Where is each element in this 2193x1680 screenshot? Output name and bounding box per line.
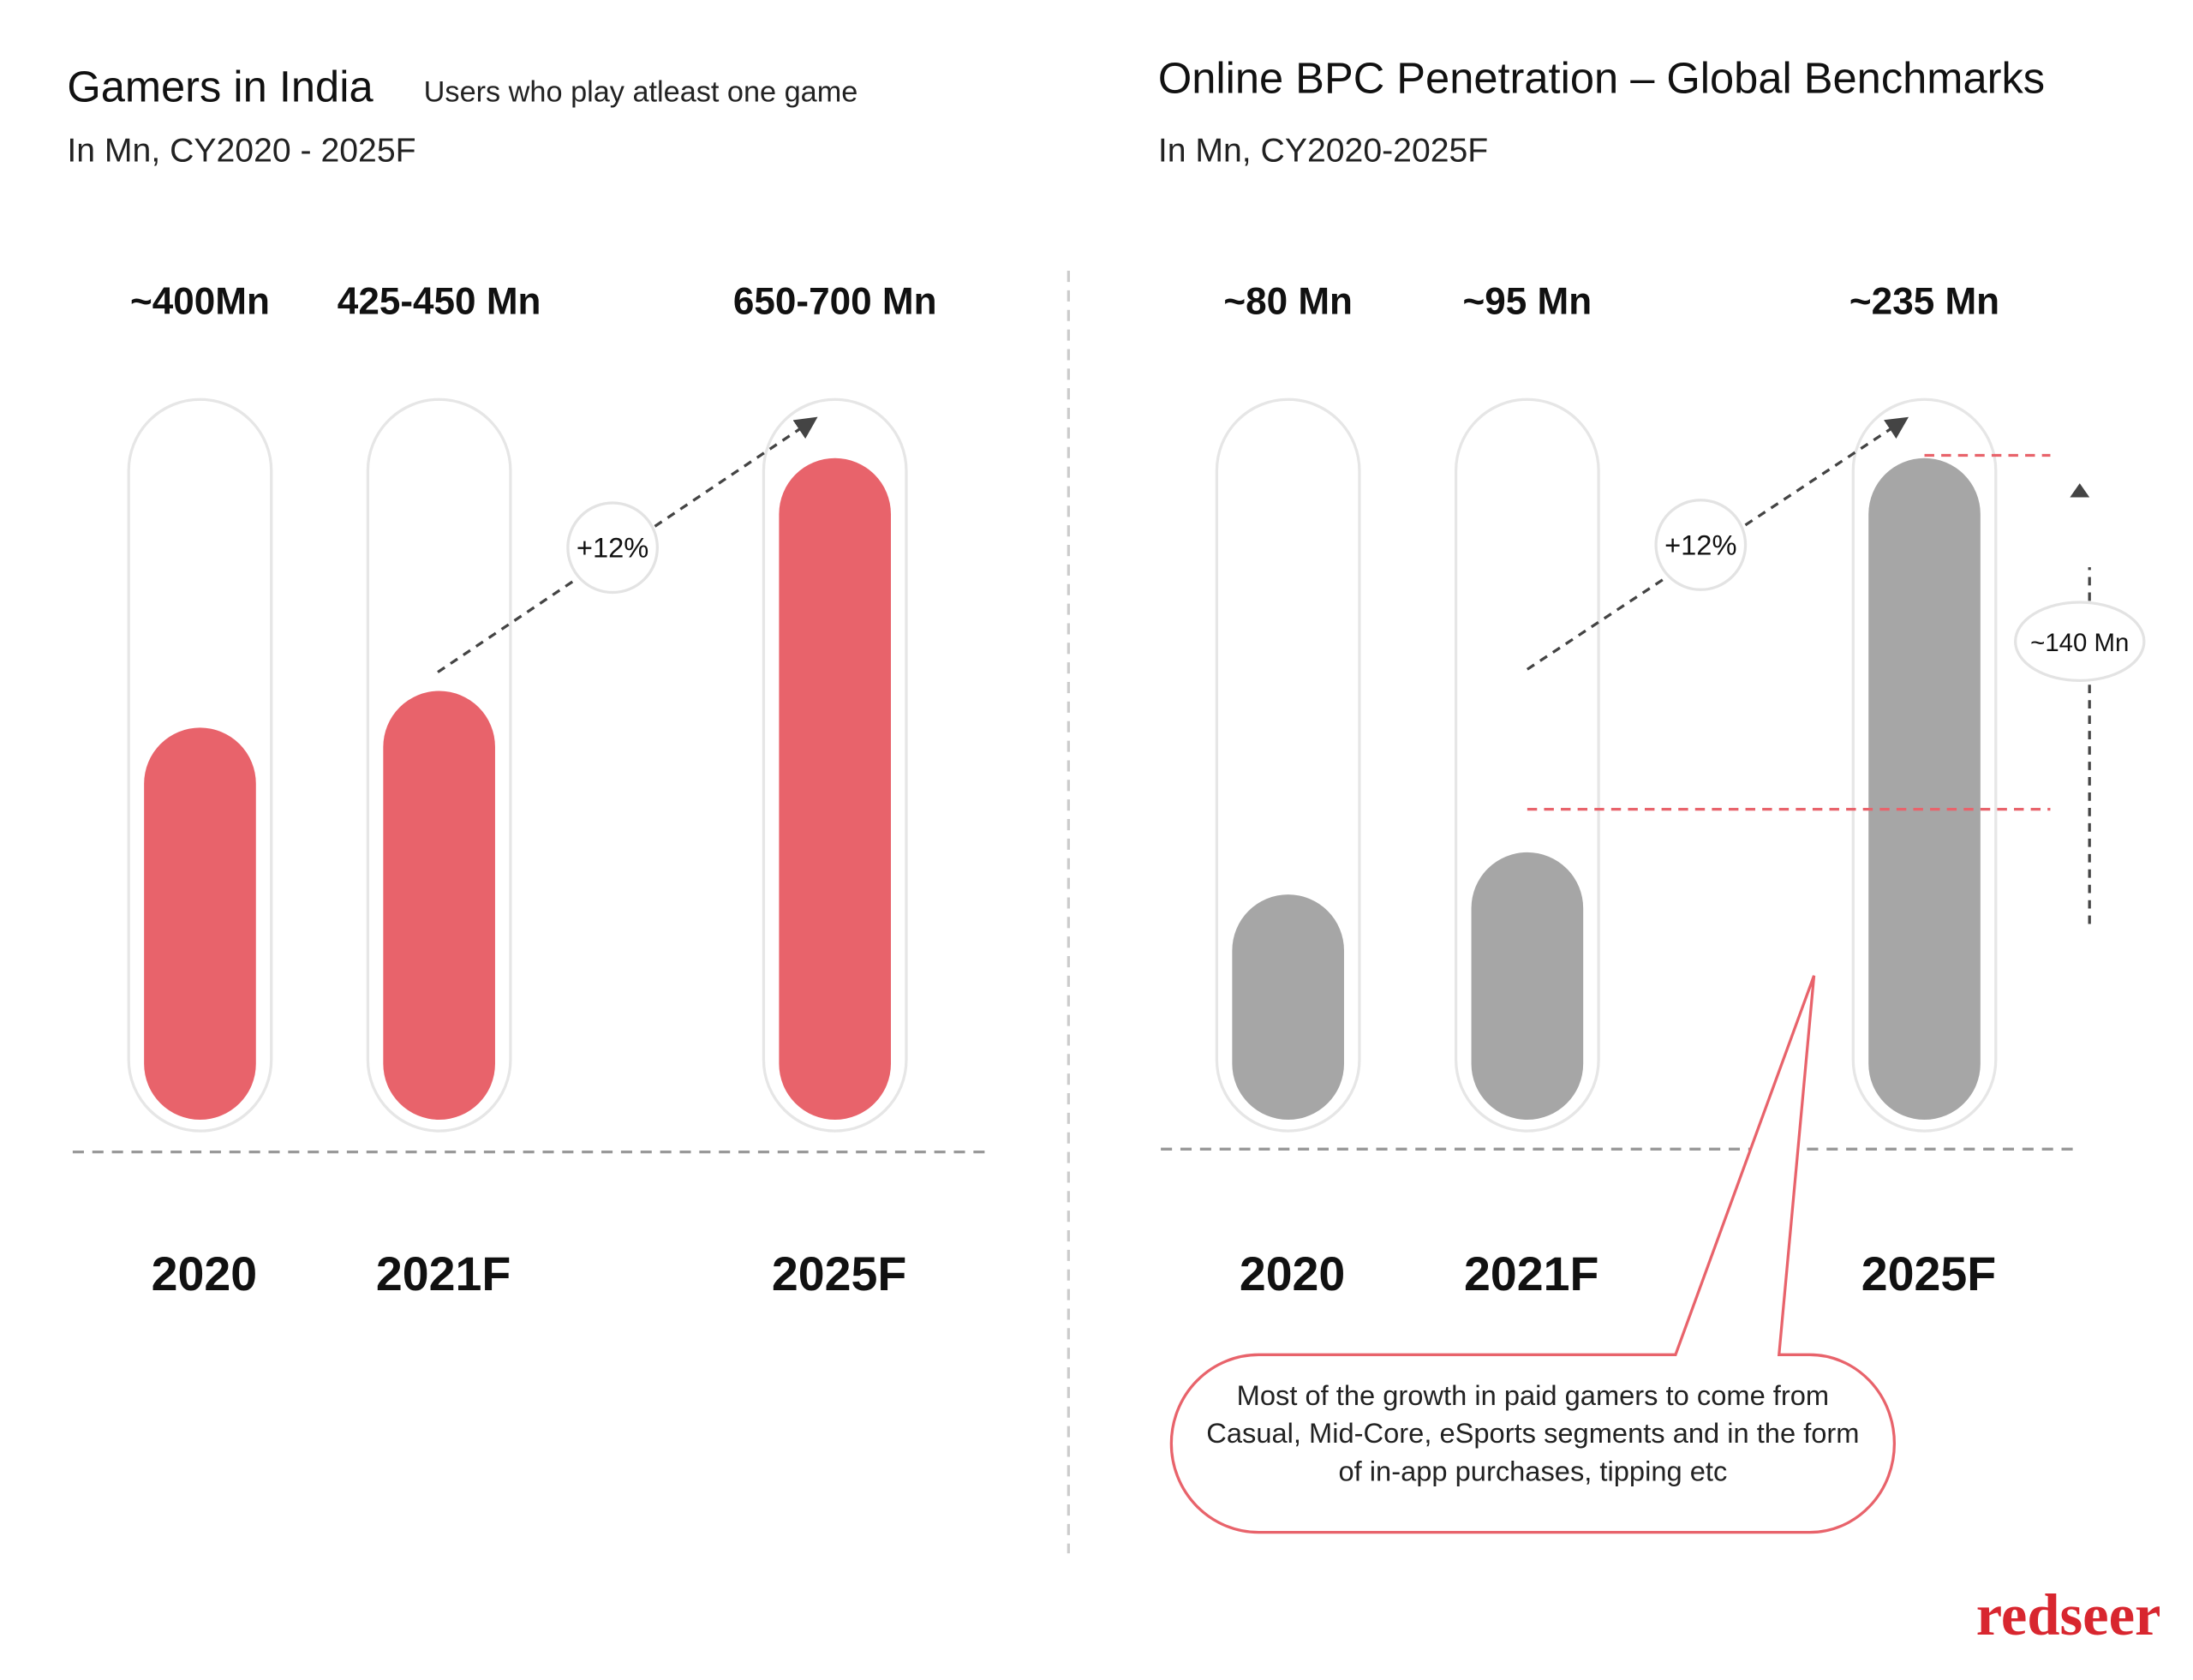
bar	[1868, 457, 1981, 1121]
difference-label: ~140 Mn	[2030, 629, 2129, 657]
value-label: ~400Mn	[130, 281, 270, 323]
difference-bubble	[2014, 601, 2146, 683]
x-tick-label: 2020	[152, 1247, 257, 1300]
subtitle: In Mn, CY2020 - 2025F	[67, 133, 415, 170]
growth-label: +12%	[577, 532, 648, 564]
bar	[383, 691, 495, 1121]
x-tick-label: 2025F	[772, 1247, 906, 1300]
bar	[144, 727, 256, 1121]
callout-text: Most of the growth in paid gamers to com…	[1206, 1381, 1860, 1488]
x-tick-label: 2021F	[1464, 1247, 1598, 1300]
growth-bubble	[1654, 499, 1748, 591]
subtitle: In Mn, CY2020-2025F	[1158, 133, 1488, 170]
logo: redseer	[1976, 1582, 2161, 1647]
value-label: ~95 Mn	[1463, 281, 1592, 323]
bar	[779, 457, 891, 1121]
value-label: 650-700 Mn	[733, 281, 937, 323]
value-label: ~235 Mn	[1849, 281, 1999, 323]
chart-title: Online BPC Penetration – Global Benchmar…	[1158, 54, 2045, 103]
title-note: Users who play atleast one game	[424, 75, 858, 108]
x-tick-label: 2021F	[376, 1247, 511, 1300]
growth-label: +12%	[1664, 529, 1736, 560]
value-label: ~80 Mn	[1223, 281, 1353, 323]
bar	[1232, 894, 1344, 1121]
callout-bubble	[1169, 975, 1896, 1534]
growth-bubble	[566, 501, 659, 595]
x-tick-label: 2025F	[1861, 1247, 1996, 1300]
bar	[1471, 852, 1584, 1121]
value-label: 425-450 Mn	[338, 281, 541, 323]
callout: Most of the growth in paid gamers to com…	[1206, 1381, 1860, 1488]
tracks: ~400Mn 2020 425-450 Mn 2021F 650-700 Mn 2025F…	[127, 281, 1999, 1300]
difference-arrowhead	[2070, 483, 2090, 498]
x-tick-label: 2020	[1240, 1247, 1345, 1300]
chart-title: Gamers in India	[67, 62, 373, 111]
